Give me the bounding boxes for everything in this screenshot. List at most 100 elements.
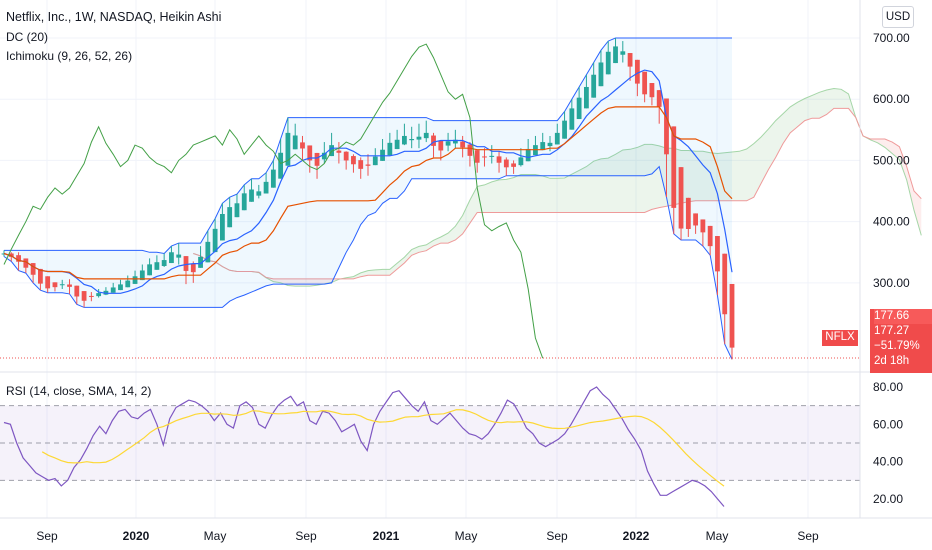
candle-body [431,135,436,146]
cloud-segment [419,244,427,253]
candle-body [649,83,655,98]
cloud-segment [593,158,601,213]
cloud-segment [382,269,390,276]
cloud-segment [753,137,762,198]
price-tick-label: 400.00 [873,215,910,229]
candle-body [241,193,247,211]
dc-legend[interactable]: DC (20) [6,30,49,44]
cloud-segment [375,269,383,276]
cloud-segment [804,95,813,121]
last-price-tag: 177.66 177.27 −51.79% 2d 18h [870,309,932,373]
candle-body [139,270,145,281]
candle-body [554,132,560,145]
candle-body [372,156,378,166]
chart-title[interactable]: Netflix, Inc., 1W, NASDAQ, Heikin Ashi [6,10,222,24]
cloud-segment [884,139,893,154]
rsi-tick-label: 80.00 [873,380,903,394]
candle-body [198,256,203,268]
price-tick-label: 600.00 [873,92,910,106]
dc-upper-line [4,37,732,255]
candle-body [263,181,269,194]
candle-body [387,142,393,156]
candle-body [132,276,138,284]
time-tick-label: Sep [546,529,568,543]
ichimoku-lines [0,43,860,359]
cloud-segment [411,246,419,256]
cloud-segment [659,145,667,208]
cloud-segment [914,191,922,236]
cloud-segment [768,120,776,170]
candle-body [685,197,691,229]
price-tick-label: 500.00 [873,153,910,167]
leading-span-a [193,87,922,287]
time-tick-label: 2021 [373,529,400,543]
cloud-segment [535,174,543,213]
cloud-segment [608,154,616,213]
cloud-segment [790,102,798,133]
candle-body [147,264,152,276]
cloud-segment [899,146,907,180]
rsi-tick-label: 60.00 [873,417,903,431]
cloud-segment [550,178,558,213]
candle-body [30,263,36,275]
cloud-segment [783,106,791,144]
candle-body [81,291,87,301]
candle-body [467,144,473,156]
currency-button[interactable]: USD [882,6,914,28]
candle-body [205,241,211,263]
leading-span-b [193,107,922,280]
candle-body [562,120,567,139]
price-value: 177.27 [874,325,910,337]
candle-body [154,262,160,270]
candle-body [169,252,174,264]
candle-body [249,189,254,202]
cloud-segment [601,158,609,213]
cloud-segment [542,176,550,213]
candle-body [190,263,196,273]
candle-body [496,156,502,163]
candle-body [329,145,334,157]
candle-body [16,255,21,262]
lagging-span [3,43,544,359]
candle-body [678,167,684,229]
candle-body [700,219,706,233]
candle-body [642,71,648,95]
cloud-segment [819,90,827,119]
candle-body [474,150,480,163]
candle-body [729,283,735,348]
rsi-legend[interactable]: RSI (14, close, SMA, 14, 2) [6,384,152,398]
cloud-segment [389,263,398,276]
candlestick-series [1,38,735,360]
cloud-segment [877,139,885,148]
candle-body [176,254,182,258]
candle-body [722,253,728,315]
time-tick-label: May [706,529,729,543]
cloud-segment [615,150,623,213]
candle-body [409,139,415,141]
cloud-segment [797,98,805,127]
candle-body [627,53,633,67]
cloud-segment [586,161,594,213]
cloud-segment [557,178,565,213]
cloud-segment [520,174,529,213]
price-countdown: 2d 18h [874,355,910,367]
candle-body [525,148,531,162]
time-tick-label: 2020 [123,529,150,543]
candle-body [394,139,400,150]
candle-body [23,258,29,268]
cloud-segment [732,151,740,201]
time-tick-label: Sep [295,529,317,543]
price-change: −51.79% [874,340,920,352]
ichimoku-legend[interactable]: Ichimoku (9, 26, 52, 26) [6,49,133,63]
cloud-segment [448,226,456,244]
candle-body [227,207,233,228]
cloud-segment [651,144,660,210]
cloud-segment [906,166,914,211]
cloud-segment [513,174,521,213]
candle-body [161,260,167,267]
candle-body [38,268,43,284]
candle-body [270,169,276,188]
cloud-segment [469,186,478,224]
